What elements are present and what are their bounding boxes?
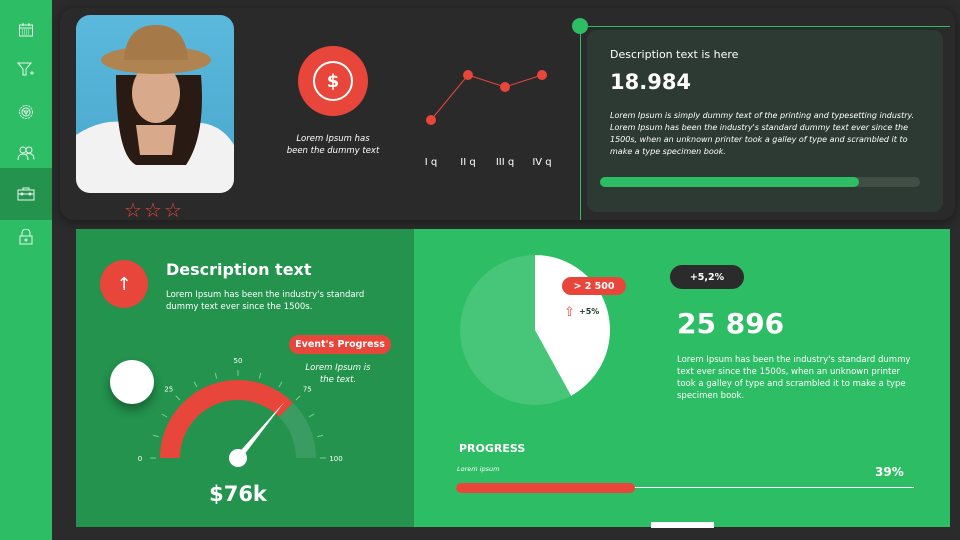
gauge-tick bbox=[152, 434, 159, 438]
pie-change: +5% bbox=[579, 307, 600, 316]
gauge-tick bbox=[193, 381, 198, 388]
gauge-tick bbox=[214, 372, 218, 379]
desc-title: Description text bbox=[166, 260, 312, 279]
desc-text: Lorem Ipsum has been the industry's stan… bbox=[166, 290, 365, 312]
sidebar-item-users[interactable] bbox=[0, 127, 52, 179]
gauge-fill bbox=[160, 380, 294, 458]
quarterly-line-chart: I q II q III q IV q bbox=[425, 70, 552, 168]
sidebar-item-lock[interactable] bbox=[0, 211, 52, 263]
data-point bbox=[463, 70, 473, 80]
sidebar bbox=[0, 0, 52, 540]
star-icon[interactable]: ☆ bbox=[144, 198, 162, 222]
caption-line: been the dummy text bbox=[286, 146, 380, 156]
timeline-vertical bbox=[580, 26, 581, 220]
data-point bbox=[426, 115, 436, 125]
sidebar-item-settings[interactable] bbox=[0, 86, 52, 138]
sidebar-item-briefcase[interactable] bbox=[0, 168, 52, 220]
card-progress-fill bbox=[600, 177, 860, 187]
dollar-icon: $ bbox=[313, 61, 353, 101]
filter-add-icon bbox=[17, 62, 34, 76]
gauge-chart: 0 25 50 75 100 bbox=[138, 357, 343, 467]
stats-value: 25 896 bbox=[677, 307, 785, 340]
gauge-tick-label: 100 bbox=[329, 455, 342, 463]
gauge-tick-label: 0 bbox=[138, 455, 142, 463]
profile-photo bbox=[76, 15, 234, 193]
calendar-icon bbox=[19, 23, 33, 37]
settings-badge-icon bbox=[19, 105, 33, 119]
progress-fill bbox=[456, 483, 635, 493]
stats-text: Lorem Ipsum has been the industry's stan… bbox=[677, 355, 911, 401]
gauge-tick bbox=[175, 395, 181, 401]
gauge-needle bbox=[235, 401, 285, 460]
stats-panel: > 2 500 ⇧ +5% +5,2% 25 896 Lorem Ipsum h… bbox=[414, 229, 950, 527]
gauge-hub bbox=[229, 449, 247, 467]
x-tick-label: III q bbox=[496, 157, 514, 168]
gauge-tick-label: 75 bbox=[303, 386, 312, 394]
caption-line: Lorem Ipsum has bbox=[296, 134, 370, 144]
slide-indicator[interactable] bbox=[651, 522, 714, 528]
data-point bbox=[537, 70, 547, 80]
gauge-tick bbox=[278, 381, 283, 388]
x-tick-label: I q bbox=[425, 157, 437, 168]
data-point bbox=[500, 82, 510, 92]
progress-title: PROGRESS bbox=[459, 442, 526, 455]
gauge-tick-label: 50 bbox=[234, 357, 243, 365]
stats-badge: +5,2% bbox=[670, 265, 744, 289]
gauge-panel: ↑ Description text Lorem Ipsum has been … bbox=[76, 229, 414, 527]
progress-track bbox=[456, 487, 914, 488]
gauge-remaining bbox=[279, 402, 316, 458]
star-icon[interactable]: ☆ bbox=[164, 198, 182, 222]
gauge-tick bbox=[258, 372, 262, 379]
arrow-up-icon: ↑ bbox=[100, 260, 148, 308]
star-icon[interactable]: ☆ bbox=[124, 198, 142, 222]
briefcase-icon bbox=[17, 187, 35, 201]
dollar-badge: $ bbox=[298, 46, 368, 116]
sidebar-item-filter[interactable] bbox=[0, 44, 52, 96]
gauge-tick bbox=[161, 413, 168, 418]
lock-icon bbox=[19, 229, 33, 245]
sidebar-item-calendar[interactable] bbox=[0, 4, 52, 56]
x-tick-label: IV q bbox=[532, 157, 551, 168]
money-caption: Lorem Ipsum has been the dummy text bbox=[278, 133, 388, 157]
description-card: Description text is here 18.984 Lorem Ip… bbox=[587, 30, 943, 212]
timeline-horizontal bbox=[580, 26, 950, 27]
card-value: 18.984 bbox=[610, 70, 692, 94]
timeline-dot bbox=[572, 18, 588, 34]
users-icon bbox=[17, 146, 35, 161]
gauge-tick bbox=[295, 395, 301, 401]
progress-label: Lorem ipsum bbox=[457, 465, 500, 473]
card-progress-track bbox=[600, 177, 920, 187]
progress-percent: 39% bbox=[875, 465, 904, 479]
gauge-tick bbox=[317, 434, 324, 438]
x-tick-label: II q bbox=[460, 157, 475, 168]
gauge-tick bbox=[308, 413, 315, 418]
card-text: Lorem Ipsum is simply dummy text of the … bbox=[610, 111, 915, 156]
gauge-value: $76k bbox=[209, 482, 267, 506]
arrow-up-icon: ⇧ bbox=[564, 305, 575, 320]
gauge-note: Lorem Ipsum is the text. bbox=[305, 363, 371, 385]
toggle-knob[interactable] bbox=[110, 360, 154, 404]
event-progress-badge: Event's Progress bbox=[289, 335, 391, 354]
pie-badge: > 2 500 bbox=[562, 277, 626, 295]
series-line bbox=[430, 74, 543, 121]
card-title: Description text is here bbox=[610, 48, 739, 61]
gauge-tick-label: 25 bbox=[164, 386, 173, 394]
